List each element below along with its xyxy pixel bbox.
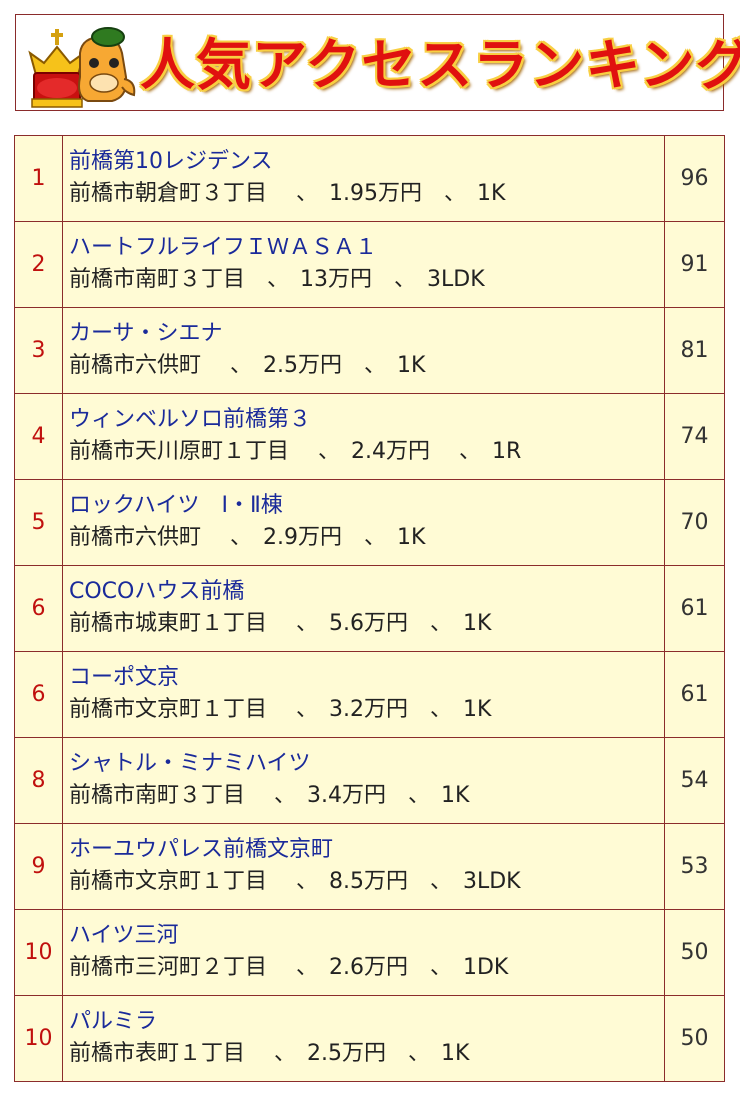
property-detail: 前橋市南町３丁目 、 13万円 、 3LDK — [69, 266, 485, 292]
property-info: シャトル・ミナミハイツ前橋市南町３丁目 、 3.4万円 、 1K — [62, 737, 665, 824]
property-info: COCOハウス前橋前橋市城東町１丁目 、 5.6万円 、 1K — [62, 565, 665, 652]
rank-number: 6 — [14, 565, 63, 652]
property-info: ウィンベルソロ前橋第３ 前橋市天川原町１丁目 、 2.4万円 、 1R — [62, 393, 665, 480]
rank-number: 1 — [14, 135, 63, 222]
access-count: 50 — [664, 909, 725, 996]
property-detail: 前橋市六供町 、 2.5万円 、 1K — [69, 352, 426, 378]
property-detail: 前橋市三河町２丁目 、 2.6万円 、 1DK — [69, 954, 509, 980]
access-count: 61 — [664, 651, 725, 738]
rank-number: 9 — [14, 823, 63, 910]
access-count: 54 — [664, 737, 725, 824]
table-row[interactable]: 5 ロックハイツ Ⅰ・Ⅱ棟 前橋市六供町 、 2.9万円 、 1K 70 — [14, 479, 725, 566]
property-name-link[interactable]: COCOハウス前橋 — [69, 578, 245, 604]
property-info: 前橋第10レジデンス前橋市朝倉町３丁目 、 1.95万円 、 1K — [62, 135, 665, 222]
rank-number: 3 — [14, 307, 63, 394]
property-detail: 前橋市文京町１丁目 、 8.5万円 、 3LDK — [69, 868, 521, 894]
table-row[interactable]: 6 コーポ文京 前橋市文京町１丁目 、 3.2万円 、 1K 61 — [14, 651, 725, 738]
table-row[interactable]: 10 ハイツ三河 前橋市三河町２丁目 、 2.6万円 、 1DK 50 — [14, 909, 725, 996]
rank-number: 8 — [14, 737, 63, 824]
property-detail: 前橋市天川原町１丁目 、 2.4万円 、 1R — [69, 438, 522, 464]
property-name-link[interactable]: ハイツ三河 — [69, 922, 179, 948]
property-name-link[interactable]: 前橋第10レジデンス — [69, 148, 273, 174]
crowned-horse-mascot-icon — [28, 27, 136, 108]
property-info: ホーユウパレス前橋文京町前橋市文京町１丁目 、 8.5万円 、 3LDK — [62, 823, 665, 910]
access-count: 50 — [664, 995, 725, 1082]
access-count: 61 — [664, 565, 725, 652]
property-detail: 前橋市城東町１丁目 、 5.6万円 、 1K — [69, 610, 492, 636]
property-info: コーポ文京前橋市文京町１丁目 、 3.2万円 、 1K — [62, 651, 665, 738]
access-count: 74 — [664, 393, 725, 480]
rank-number: 4 — [14, 393, 63, 480]
property-name-link[interactable]: カーサ・シエナ — [69, 320, 223, 346]
table-row[interactable]: 10 パルミラ 前橋市表町１丁目 、 2.5万円 、 1K 50 — [14, 995, 725, 1082]
property-detail: 前橋市表町１丁目 、 2.5万円 、 1K — [69, 1040, 470, 1066]
property-name-link[interactable]: ウィンベルソロ前橋第３ — [69, 406, 312, 432]
property-name-link[interactable]: パルミラ — [69, 1008, 158, 1034]
access-count: 96 — [664, 135, 725, 222]
rank-number: 5 — [14, 479, 63, 566]
property-name-link[interactable]: ホーユウパレス前橋文京町 — [69, 836, 334, 862]
table-row[interactable]: 8 シャトル・ミナミハイツ 前橋市南町３丁目 、 3.4万円 、 1K 54 — [14, 737, 725, 824]
ranking-table: 1 前橋第10レジデンス 前橋市朝倉町３丁目 、 1.95万円 、 1K 96 2 ハート… — [14, 135, 725, 1082]
property-info: ロックハイツ Ⅰ・Ⅱ棟前橋市六供町 、 2.9万円 、 1K — [62, 479, 665, 566]
access-count: 81 — [664, 307, 725, 394]
property-name-link[interactable]: シャトル・ミナミハイツ — [69, 750, 311, 776]
property-detail: 前橋市朝倉町３丁目 、 1.95万円 、 1K — [69, 180, 506, 206]
rank-number: 10 — [14, 909, 63, 996]
property-info: ハイツ三河前橋市三河町２丁目 、 2.6万円 、 1DK — [62, 909, 665, 996]
table-row[interactable]: 3 カーサ・シエナ 前橋市六供町 、 2.5万円 、 1K 81 — [14, 307, 725, 394]
access-count: 53 — [664, 823, 725, 910]
table-row[interactable]: 2 ハートフルライフＩＷＡＳＡ１ 前橋市南町３丁目 、 13万円 、 3LDK 91 — [14, 221, 725, 308]
property-name-link[interactable]: コーポ文京 — [69, 664, 180, 690]
property-detail: 前橋市南町３丁目 、 3.4万円 、 1K — [69, 782, 470, 808]
property-detail: 前橋市文京町１丁目 、 3.2万円 、 1K — [69, 696, 492, 722]
table-row[interactable]: 6 COCOハウス前橋 前橋市城東町１丁目 、 5.6万円 、 1K 61 — [14, 565, 725, 652]
rank-number: 6 — [14, 651, 63, 738]
property-info: カーサ・シエナ前橋市六供町 、 2.5万円 、 1K — [62, 307, 665, 394]
rank-number: 10 — [14, 995, 63, 1082]
property-name-link[interactable]: ロックハイツ Ⅰ・Ⅱ棟 — [69, 492, 283, 518]
rank-number: 2 — [14, 221, 63, 308]
property-info: パルミラ前橋市表町１丁目 、 2.5万円 、 1K — [62, 995, 665, 1082]
ranking-header-banner: 人気アクセスランキング — [15, 14, 740, 111]
table-row[interactable]: 1 前橋第10レジデンス 前橋市朝倉町３丁目 、 1.95万円 、 1K 96 — [14, 135, 725, 222]
property-name-link[interactable]: ハートフルライフＩＷＡＳＡ１ — [69, 234, 378, 260]
access-count: 91 — [664, 221, 725, 308]
access-count: 70 — [664, 479, 725, 566]
table-row[interactable]: 4 ウィンベルソロ前橋第３ 前橋市天川原町１丁目 、 2.4万円 、 1R 74 — [14, 393, 725, 480]
page-title: 人気アクセスランキング — [140, 33, 740, 97]
property-detail: 前橋市六供町 、 2.9万円 、 1K — [69, 524, 426, 550]
table-row[interactable]: 9 ホーユウパレス前橋文京町 前橋市文京町１丁目 、 8.5万円 、 3LDK 53 — [14, 823, 725, 910]
property-info: ハートフルライフＩＷＡＳＡ１ 前橋市南町３丁目 、 13万円 、 3LDK — [62, 221, 665, 308]
